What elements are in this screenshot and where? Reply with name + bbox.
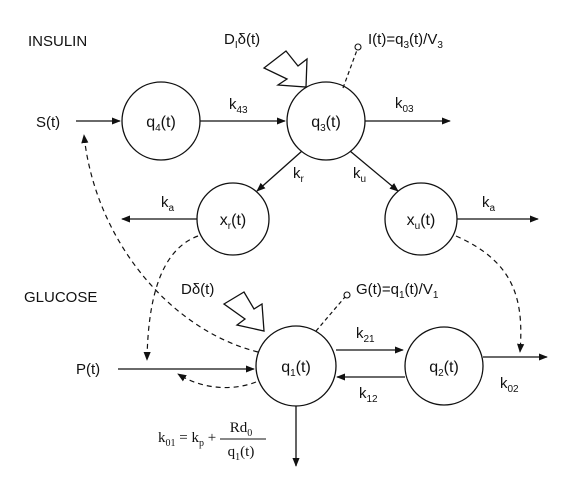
glucose-bolus-input-arrow (222, 291, 265, 332)
dashed-q1-to-s (81, 134, 259, 353)
compartment-q2-circle (404, 326, 484, 406)
rate-k03-label: k03 (395, 95, 414, 115)
rate-ku-label: ku (353, 165, 366, 185)
glucose-bolus-label: Dδ(t) (181, 281, 214, 298)
dashed-xr-to-p (143, 235, 199, 361)
arrow-q3-to-xr (256, 150, 303, 192)
insulin-probe-tip (354, 43, 362, 51)
arrow-q3-to-xu (349, 150, 399, 192)
rate-k43-label: k43 (229, 96, 248, 116)
rate-k21-label: k21 (356, 325, 375, 345)
insulin-observation-label: I(t)=q3(t)/V3 (368, 31, 443, 51)
glucose-probe-tip (343, 291, 351, 299)
k01-numerator: Rd0 (230, 420, 253, 439)
dashed-q1-to-p (177, 373, 257, 389)
node-xu-label: xu(t) (407, 212, 436, 232)
node-q1-label: q1(t) (281, 359, 311, 379)
dashed-xu-to-k02 (455, 235, 525, 353)
node-q3-label: q3(t) (311, 114, 341, 134)
k01-lhs: k01 = kp + (158, 430, 216, 449)
node-q4-label: q4(t) (146, 114, 176, 134)
rate-k12-label: k12 (359, 385, 378, 405)
input-s-label: S(t) (36, 114, 60, 131)
insulin-section-label: INSULIN (28, 33, 87, 50)
k01-denominator: q1(t) (228, 444, 255, 463)
glucose-section-label: GLUCOSE (24, 289, 97, 306)
node-q2-label: q2(t) (429, 359, 459, 379)
k01-equation: k01 = kp + Rd0 q1(t) (158, 420, 266, 463)
glucose-observation-probe (315, 296, 346, 332)
rate-ka-right-label: ka (482, 194, 496, 214)
rate-kr-label: kr (293, 165, 305, 185)
insulin-bolus-input-arrow (262, 50, 308, 88)
insulin-observation-probe (342, 49, 358, 89)
input-p-label: P(t) (76, 361, 100, 378)
insulin-bolus-label: DIδ(t) (224, 31, 260, 51)
rate-ka-left-label: ka (161, 194, 175, 214)
rate-k02-label: k02 (500, 375, 519, 395)
node-xr-label: xr(t) (220, 212, 246, 232)
glucose-observation-label: G(t)=q1(t)/V1 (356, 281, 439, 301)
